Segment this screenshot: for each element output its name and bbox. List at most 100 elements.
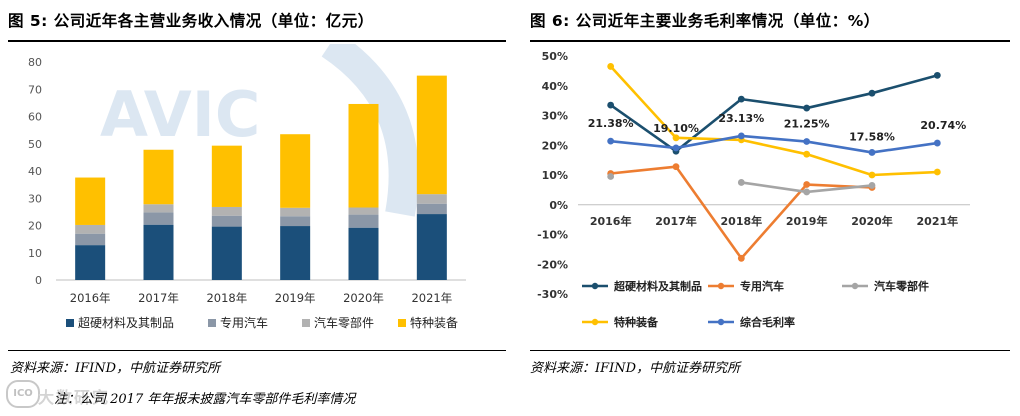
bar-segment	[416, 203, 447, 215]
y-tick-label: 10%	[542, 169, 568, 182]
footnote: 注：公司 2017 年年报未披露汽车零部件毛利率情况	[54, 392, 356, 407]
series-line	[609, 74, 938, 153]
data-label: 19.10%	[653, 122, 699, 135]
bar-segment	[416, 194, 447, 204]
title-rule-left	[8, 40, 506, 42]
y-tick-label: 0	[35, 274, 42, 287]
figure-5-panel: 图 5: 公司近年各主营业务收入情况（单位：亿元） AVIC 0 10 20 30 40 5…	[0, 0, 506, 416]
bar-segment	[75, 177, 106, 225]
bar-segment	[280, 134, 311, 208]
x-tick-label: 2016年	[590, 214, 632, 228]
figure-6-title: 图 6: 公司近年主要业务毛利率情况（单位：%）	[530, 12, 880, 30]
legend-label: 特种装备	[614, 315, 659, 329]
y-tick-label: 30%	[542, 110, 568, 123]
y-tick-label: 30	[28, 192, 42, 205]
series-point	[933, 71, 941, 79]
y-tick-label: 40	[28, 165, 42, 178]
series-point	[803, 188, 811, 196]
source-rule-right	[530, 350, 1010, 351]
y-tick-label: -20%	[537, 258, 568, 271]
y-tick-label: 20%	[542, 139, 568, 152]
series-point	[803, 138, 811, 145]
y-tick-label: 20	[28, 220, 42, 233]
legend-label: 汽车零部件	[314, 315, 374, 330]
series-point	[737, 95, 745, 103]
bar-segment	[348, 207, 379, 215]
legend-swatch	[302, 319, 310, 327]
y-tick-label: 80	[28, 56, 42, 69]
bar-segment	[348, 214, 379, 228]
series-point	[868, 182, 876, 189]
series-point	[737, 132, 745, 140]
legend-label: 综合毛利率	[740, 315, 795, 329]
data-label: 21.25%	[784, 118, 830, 131]
series-line	[609, 65, 938, 177]
x-tick-label: 2017年	[138, 291, 179, 305]
bar-segment	[75, 224, 106, 234]
x-tick-label: 2021年	[411, 291, 452, 305]
x-tick-label: 2016年	[70, 291, 111, 305]
figure-5-title: 图 5: 公司近年各主营业务收入情况（单位：亿元）	[8, 12, 374, 30]
bar-segment	[143, 212, 174, 225]
series-point	[868, 149, 876, 156]
x-tick-label: 2019年	[275, 291, 316, 305]
bar-segment	[75, 245, 106, 280]
bar-segment	[211, 226, 242, 280]
data-label: 21.38%	[588, 117, 634, 130]
series-point	[933, 139, 941, 147]
x-tick-label: 2018年	[206, 291, 247, 305]
bar-segment	[348, 103, 379, 208]
y-tick-label: 70	[28, 83, 42, 96]
legend-marker	[717, 282, 725, 290]
x-tick-label: 2019年	[786, 214, 828, 228]
legend-label: 超硬材料及其制品	[78, 315, 174, 330]
series-line	[610, 134, 938, 154]
legend-swatch	[398, 319, 406, 327]
series-point	[803, 181, 811, 188]
legend-label: 专用汽车	[740, 279, 784, 293]
series-point	[737, 179, 745, 186]
legend-label: 专用汽车	[220, 315, 268, 330]
series-point	[672, 144, 680, 152]
y-tick-label: 60	[28, 111, 42, 124]
source-right: 资料来源：IFIND，中航证券研究所	[530, 361, 741, 376]
data-label: 20.74%	[920, 119, 966, 132]
margin-line-chart: -30% -20% -10% 0% 10% 20% 30% 40% 50% 2016年 2017年 2…	[537, 50, 970, 329]
data-label: 17.58%	[849, 130, 895, 143]
legend-marker	[717, 318, 725, 326]
bar-segment	[211, 145, 242, 207]
legend-swatch	[208, 319, 216, 327]
watermark-logo-icon: ICO	[6, 380, 40, 408]
x-tick-label: 2020年	[851, 214, 893, 228]
legend-marker	[851, 282, 859, 290]
series-point	[607, 63, 615, 70]
series-point	[607, 173, 615, 180]
y-tick-label: 40%	[542, 80, 568, 93]
bar-segment	[280, 226, 311, 280]
x-tick-label: 2017年	[655, 214, 697, 228]
bar-segment	[143, 204, 174, 213]
series-point	[672, 134, 680, 142]
y-tick-label: 0%	[549, 199, 568, 212]
watermark-arc	[321, 44, 419, 217]
y-tick-label: -10%	[537, 229, 568, 242]
bar-segment	[211, 215, 242, 227]
legend-marker	[591, 282, 599, 290]
revenue-stacked-bar-chart: AVIC 0 10 20 30 40 50 60 70 80 2016年 2017年 2018年 2019…	[28, 44, 466, 330]
watermark-text: AVIC	[100, 78, 260, 151]
x-tick-label: 2018年	[721, 214, 763, 228]
figure-6-panel: 图 6: 公司近年主要业务毛利率情况（单位：%） -30% -20% -10% 0% 1…	[528, 0, 1020, 416]
y-tick-label: 10	[28, 247, 42, 260]
y-tick-label: 50%	[542, 50, 568, 63]
legend-label: 特种装备	[410, 315, 458, 330]
x-tick-label: 2020年	[343, 291, 384, 305]
series-point	[803, 150, 811, 158]
series-point	[868, 171, 876, 179]
series-point	[868, 89, 876, 97]
bar-segment	[416, 214, 447, 280]
bar-segment	[280, 207, 311, 217]
series-point	[607, 137, 615, 145]
source-rule-left	[8, 350, 506, 351]
bar-segment	[211, 206, 242, 216]
y-tick-label: -30%	[537, 288, 568, 301]
